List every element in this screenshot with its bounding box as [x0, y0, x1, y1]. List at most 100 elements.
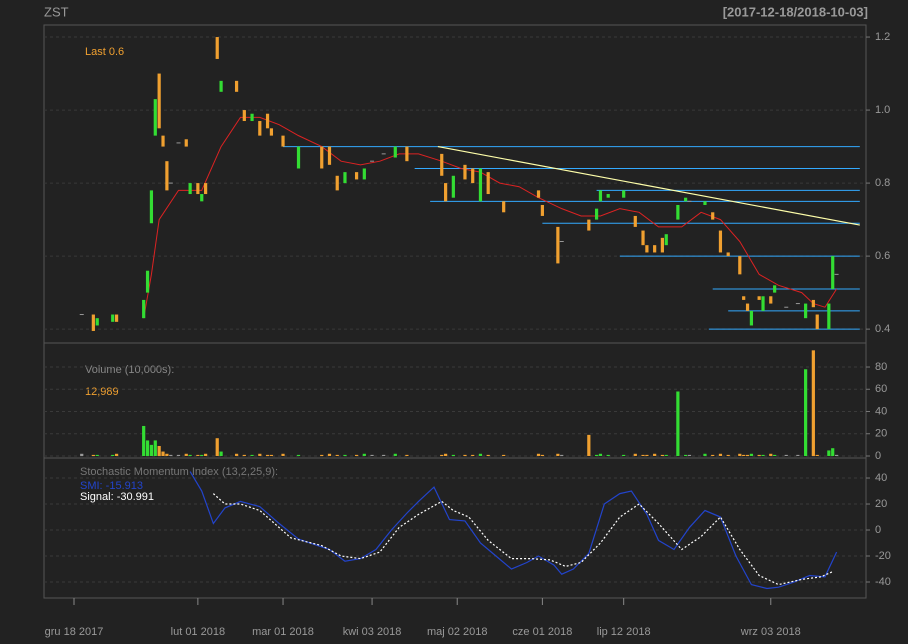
candle — [157, 73, 161, 129]
volume-bar — [761, 454, 765, 456]
candle — [440, 153, 444, 176]
volume-bar — [703, 453, 707, 456]
volume-bar — [811, 350, 815, 456]
smi-legend: SMI: -15.913 — [80, 480, 143, 492]
candle — [478, 168, 483, 202]
volume-bar — [478, 453, 483, 456]
volume-bar — [265, 454, 270, 456]
candle — [773, 285, 777, 293]
candle — [215, 37, 219, 59]
candle — [362, 168, 366, 180]
candle — [296, 146, 301, 169]
candle — [645, 245, 649, 253]
volume-bar — [536, 453, 541, 456]
volume-bar — [145, 440, 150, 456]
candle — [761, 296, 765, 311]
candle — [594, 208, 599, 220]
chart-subtitle: [2017-12-18/2018-10-03] — [723, 4, 868, 19]
candle — [184, 139, 188, 147]
volume-bar — [320, 454, 324, 456]
volume-bar — [153, 440, 157, 456]
volume-bar — [215, 438, 219, 456]
candle — [660, 237, 664, 253]
volume-bar — [184, 453, 188, 456]
candle — [804, 303, 808, 319]
volume-bar — [196, 454, 200, 456]
volume-bar — [827, 450, 831, 456]
candle — [393, 146, 397, 158]
volume-bar — [622, 454, 626, 456]
candle — [726, 252, 730, 257]
candle — [540, 204, 544, 216]
candle — [444, 183, 448, 202]
candle — [676, 204, 680, 220]
volume-bar — [200, 454, 204, 456]
volume-bar — [815, 454, 819, 456]
volume-bar — [463, 454, 467, 456]
volume-bar — [157, 445, 161, 456]
candle — [587, 219, 591, 231]
volume-bar — [393, 453, 397, 456]
x-tick-label: gru 18 2017 — [45, 626, 104, 638]
volume-bar — [606, 454, 610, 456]
volume-bar — [327, 453, 332, 456]
y-tick-label: 80 — [875, 361, 887, 373]
candle — [320, 146, 324, 169]
volume-bar — [769, 453, 773, 456]
candle — [343, 172, 347, 184]
y-tick-label: 0.4 — [875, 323, 890, 335]
volume-bar — [362, 453, 366, 456]
candle — [405, 146, 409, 162]
candle — [827, 303, 831, 330]
volume-bar — [111, 454, 115, 456]
volume-bar — [556, 453, 560, 456]
volume-bar — [757, 454, 761, 456]
chart-title: ZST — [44, 4, 69, 19]
y-tick-label: 60 — [875, 383, 887, 395]
candle — [188, 183, 192, 195]
volume-bar — [95, 454, 99, 456]
volume-bar — [653, 453, 657, 456]
volume-bar — [718, 453, 723, 456]
volume-bar — [149, 444, 154, 456]
volume-bar — [335, 454, 339, 456]
candle — [161, 135, 165, 147]
candle — [769, 296, 773, 304]
y-tick-label: 20 — [875, 498, 887, 510]
volume-bar — [161, 451, 165, 456]
volume-bar — [176, 454, 181, 456]
y-tick-label: 40 — [875, 472, 887, 484]
candle — [327, 146, 332, 165]
candle — [502, 201, 506, 213]
volume-bar — [451, 454, 455, 456]
candle — [200, 194, 204, 202]
volume-bar — [343, 454, 347, 456]
candle — [219, 80, 223, 92]
volume-bar — [796, 454, 800, 456]
volume-bar — [641, 454, 645, 456]
candle — [149, 190, 154, 224]
x-tick-label: kwi 03 2018 — [343, 626, 402, 638]
volume-bar — [587, 434, 591, 456]
candle — [242, 110, 246, 122]
y-tick-label: 40 — [875, 405, 887, 417]
volume-bar — [745, 454, 750, 456]
volume-title: Volume (10,000s): — [85, 364, 174, 376]
candle — [742, 296, 746, 300]
candle — [114, 314, 119, 322]
smi-panel — [43, 457, 867, 599]
volume-bar — [676, 391, 680, 456]
last-label: Last 0.6 — [85, 46, 124, 58]
y-tick-label: -40 — [875, 576, 891, 588]
x-tick-label: mar 01 2018 — [252, 626, 314, 638]
candle — [598, 190, 603, 202]
volume-bar — [269, 454, 274, 456]
candle — [471, 168, 475, 184]
volume-bar — [296, 454, 301, 456]
candle — [204, 183, 208, 195]
candle — [354, 172, 359, 180]
volume-bar — [660, 454, 664, 456]
candle — [145, 270, 150, 293]
volume-bar — [142, 425, 146, 456]
candle — [486, 172, 490, 195]
